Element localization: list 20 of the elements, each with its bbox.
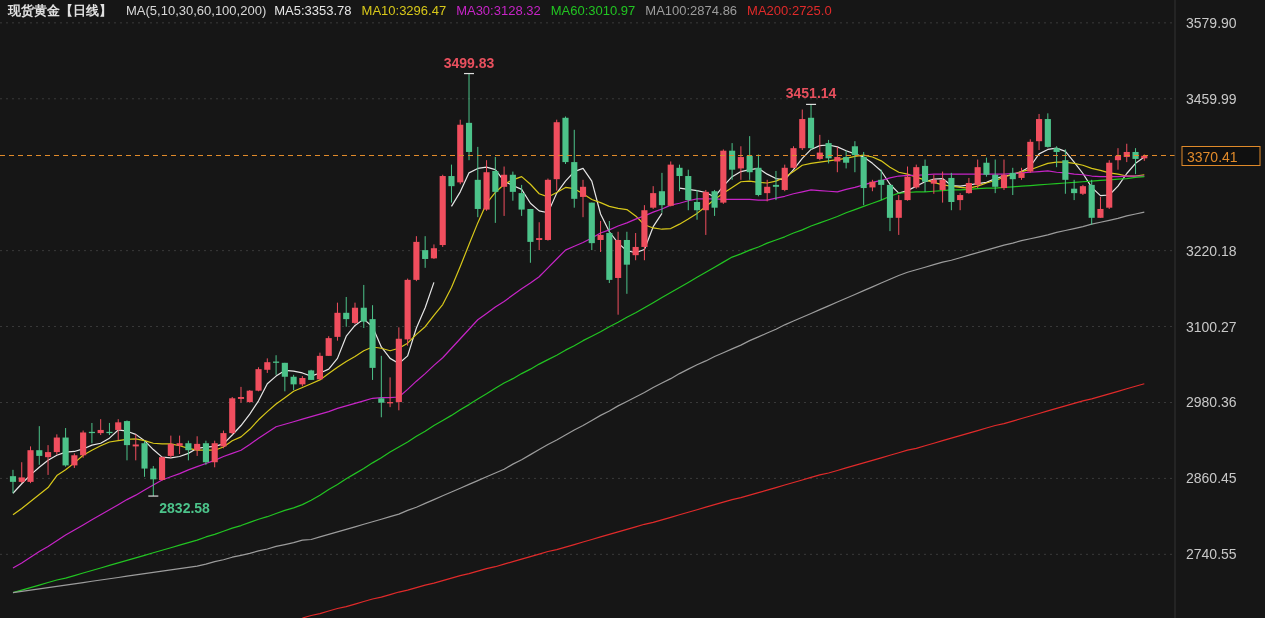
ref-line-label: 3370.41 bbox=[1187, 148, 1238, 165]
annotation: 3499.83 bbox=[443, 54, 495, 75]
annotation: 2832.58 bbox=[159, 500, 211, 517]
legend-title: MA(5,10,30,60,100,200) bbox=[126, 3, 267, 18]
legend-item: MA5:3353.78 bbox=[274, 3, 352, 18]
legend-item: MA30:3128.32 bbox=[456, 3, 541, 18]
legend-item: MA60:3010.97 bbox=[550, 3, 636, 18]
annotation: 3451.14 bbox=[785, 85, 837, 105]
ytick: 3220.18 bbox=[1186, 242, 1237, 259]
ytick: 3459.99 bbox=[1186, 90, 1237, 107]
annotation: 2832.58 bbox=[147, 495, 210, 517]
legend-item: MA10:3296.47 bbox=[361, 3, 447, 18]
ytick: 3100.27 bbox=[1186, 318, 1237, 335]
ytick: 2980.36 bbox=[1186, 394, 1237, 411]
ytick: 2860.45 bbox=[1186, 470, 1237, 487]
legend-item: MA200:2725.0 bbox=[747, 3, 832, 18]
ytick: 2740.55 bbox=[1186, 546, 1237, 563]
legend-item: MA100:2874.86 bbox=[645, 3, 738, 18]
ytick: 3579.90 bbox=[1186, 14, 1237, 31]
title: 现货黄金【日线】 bbox=[8, 3, 112, 18]
